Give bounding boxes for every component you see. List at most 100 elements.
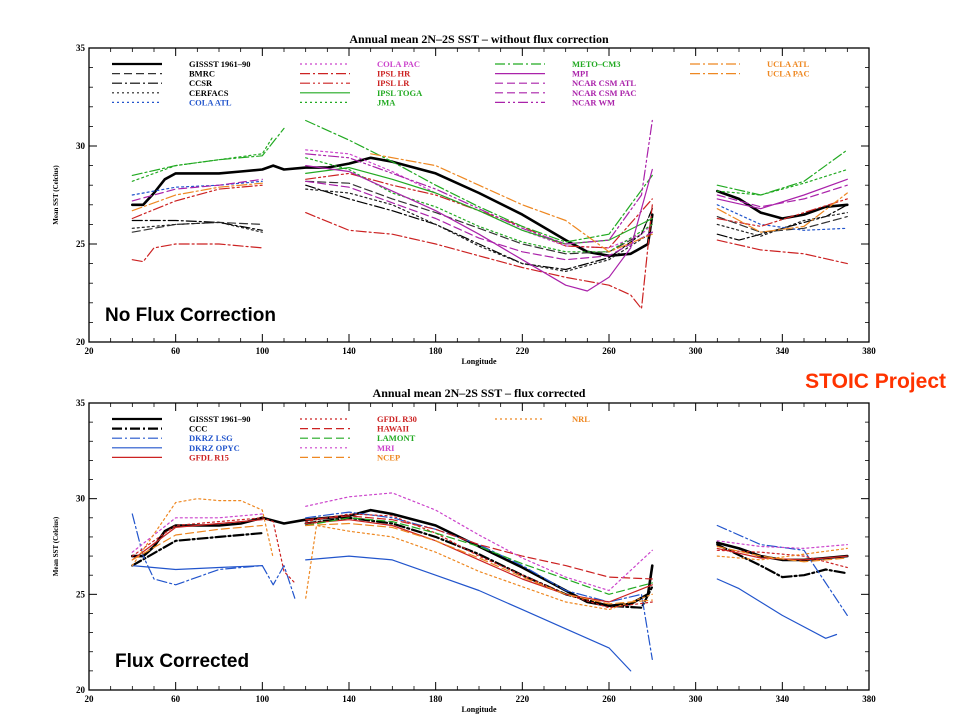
legend-label: BMRC bbox=[189, 69, 215, 79]
legend-label: METO–CM3 bbox=[572, 59, 620, 69]
x-tick-label: 340 bbox=[776, 694, 790, 704]
legend-label: MPI bbox=[572, 69, 589, 79]
y-axis-label: Mean SST (Celcius) bbox=[52, 516, 60, 576]
legend-label: COLA ATL bbox=[189, 97, 232, 107]
x-tick-label: 380 bbox=[862, 346, 876, 356]
x-tick-label: 20 bbox=[85, 694, 95, 704]
series-group bbox=[131, 492, 849, 672]
legend-label: GFDL R30 bbox=[377, 414, 417, 424]
series-line bbox=[305, 167, 653, 245]
x-tick-label: 300 bbox=[689, 346, 703, 356]
panel-top-overlay-label: No Flux Correction bbox=[105, 305, 277, 326]
series-line bbox=[305, 524, 653, 611]
legend-label: COLA PAC bbox=[377, 59, 420, 69]
x-tick-label: 140 bbox=[342, 346, 356, 356]
series-line bbox=[716, 239, 848, 265]
series-line bbox=[716, 149, 848, 196]
legend-label: MRI bbox=[377, 443, 395, 453]
series-line bbox=[716, 204, 848, 231]
series-line bbox=[131, 513, 296, 599]
series-line bbox=[716, 198, 848, 227]
legend-label: UCLA ATL bbox=[767, 59, 809, 69]
legend-label: GISSST 1961–90 bbox=[189, 59, 251, 69]
series-line bbox=[305, 513, 653, 609]
series-line bbox=[131, 517, 296, 584]
panel-bottom-overlay-label: Flux Corrected bbox=[115, 651, 250, 672]
series-line bbox=[131, 221, 263, 233]
series-line bbox=[131, 524, 263, 561]
series-line bbox=[716, 578, 838, 639]
legend-label: CERFACS bbox=[189, 88, 229, 98]
series-line bbox=[716, 540, 848, 549]
project-label: STOIC Project bbox=[805, 370, 946, 393]
x-tick-label: 100 bbox=[256, 346, 270, 356]
series-line bbox=[305, 492, 653, 592]
y-tick-label: 35 bbox=[76, 398, 86, 408]
series-line bbox=[716, 184, 848, 208]
y-tick-label: 20 bbox=[76, 337, 86, 347]
series-line bbox=[305, 522, 653, 605]
series-line bbox=[716, 168, 848, 196]
series-line bbox=[716, 216, 848, 233]
series-line bbox=[305, 511, 653, 660]
series-line bbox=[131, 156, 654, 258]
x-axis-label: Longitude bbox=[461, 357, 497, 366]
series-line bbox=[305, 119, 653, 245]
series-line bbox=[305, 180, 653, 255]
y-tick-label: 30 bbox=[76, 141, 86, 151]
legend-label: IPSL TOGA bbox=[377, 88, 423, 98]
x-tick-label: 220 bbox=[516, 694, 530, 704]
series-line bbox=[131, 135, 274, 182]
chart-title: Annual mean 2N–2S SST – flux corrected bbox=[373, 386, 586, 400]
series-line bbox=[131, 219, 263, 231]
legend-label: IPSL HR bbox=[377, 69, 411, 79]
x-tick-label: 260 bbox=[602, 346, 616, 356]
series-line bbox=[305, 119, 653, 243]
series-line bbox=[716, 545, 848, 563]
y-tick-label: 20 bbox=[76, 685, 86, 695]
chart-panel-1: Annual mean 2N–2S SST – without flux cor… bbox=[52, 32, 876, 366]
series-line bbox=[131, 513, 263, 553]
series-line bbox=[716, 547, 848, 561]
series-group bbox=[131, 119, 849, 310]
y-tick-label: 35 bbox=[76, 43, 86, 53]
y-axis-label: Mean SST (Celcius) bbox=[52, 165, 60, 225]
x-tick-label: 380 bbox=[862, 694, 876, 704]
legend-label: LAMONT bbox=[377, 433, 416, 443]
series-line bbox=[370, 153, 653, 253]
series-line bbox=[305, 517, 653, 595]
series-line bbox=[305, 204, 653, 310]
chart-title: Annual mean 2N–2S SST – without flux cor… bbox=[349, 32, 609, 46]
series-line bbox=[305, 519, 653, 603]
x-tick-label: 220 bbox=[516, 346, 530, 356]
series-line bbox=[716, 212, 848, 237]
series-line bbox=[716, 204, 848, 241]
legend-label: HAWAII bbox=[377, 424, 410, 434]
series-line bbox=[305, 515, 653, 580]
series-line bbox=[716, 524, 848, 616]
legend-label: NCAR CSM PAC bbox=[572, 88, 637, 98]
series-line bbox=[305, 180, 653, 261]
legend-label: GFDL R15 bbox=[189, 452, 229, 462]
legend-label: GISSST 1961–90 bbox=[189, 414, 251, 424]
series-line bbox=[305, 157, 653, 253]
series-line bbox=[716, 178, 848, 210]
x-tick-label: 60 bbox=[171, 694, 181, 704]
series-line bbox=[131, 519, 263, 561]
y-tick-label: 30 bbox=[76, 494, 86, 504]
x-axis-label: Longitude bbox=[461, 705, 497, 714]
x-tick-label: 180 bbox=[429, 694, 443, 704]
series-line bbox=[131, 243, 263, 263]
series-line bbox=[305, 184, 653, 271]
series-line bbox=[716, 192, 848, 233]
series-line bbox=[131, 498, 274, 567]
series-line bbox=[131, 178, 263, 202]
x-tick-label: 340 bbox=[776, 346, 790, 356]
legend-label: NCEP bbox=[377, 452, 400, 462]
series-line bbox=[304, 516, 654, 609]
legend-label: UCLA PAC bbox=[767, 69, 810, 79]
x-tick-label: 300 bbox=[689, 694, 703, 704]
x-tick-label: 260 bbox=[602, 694, 616, 704]
legend-label: DKRZ OPYC bbox=[189, 443, 240, 453]
